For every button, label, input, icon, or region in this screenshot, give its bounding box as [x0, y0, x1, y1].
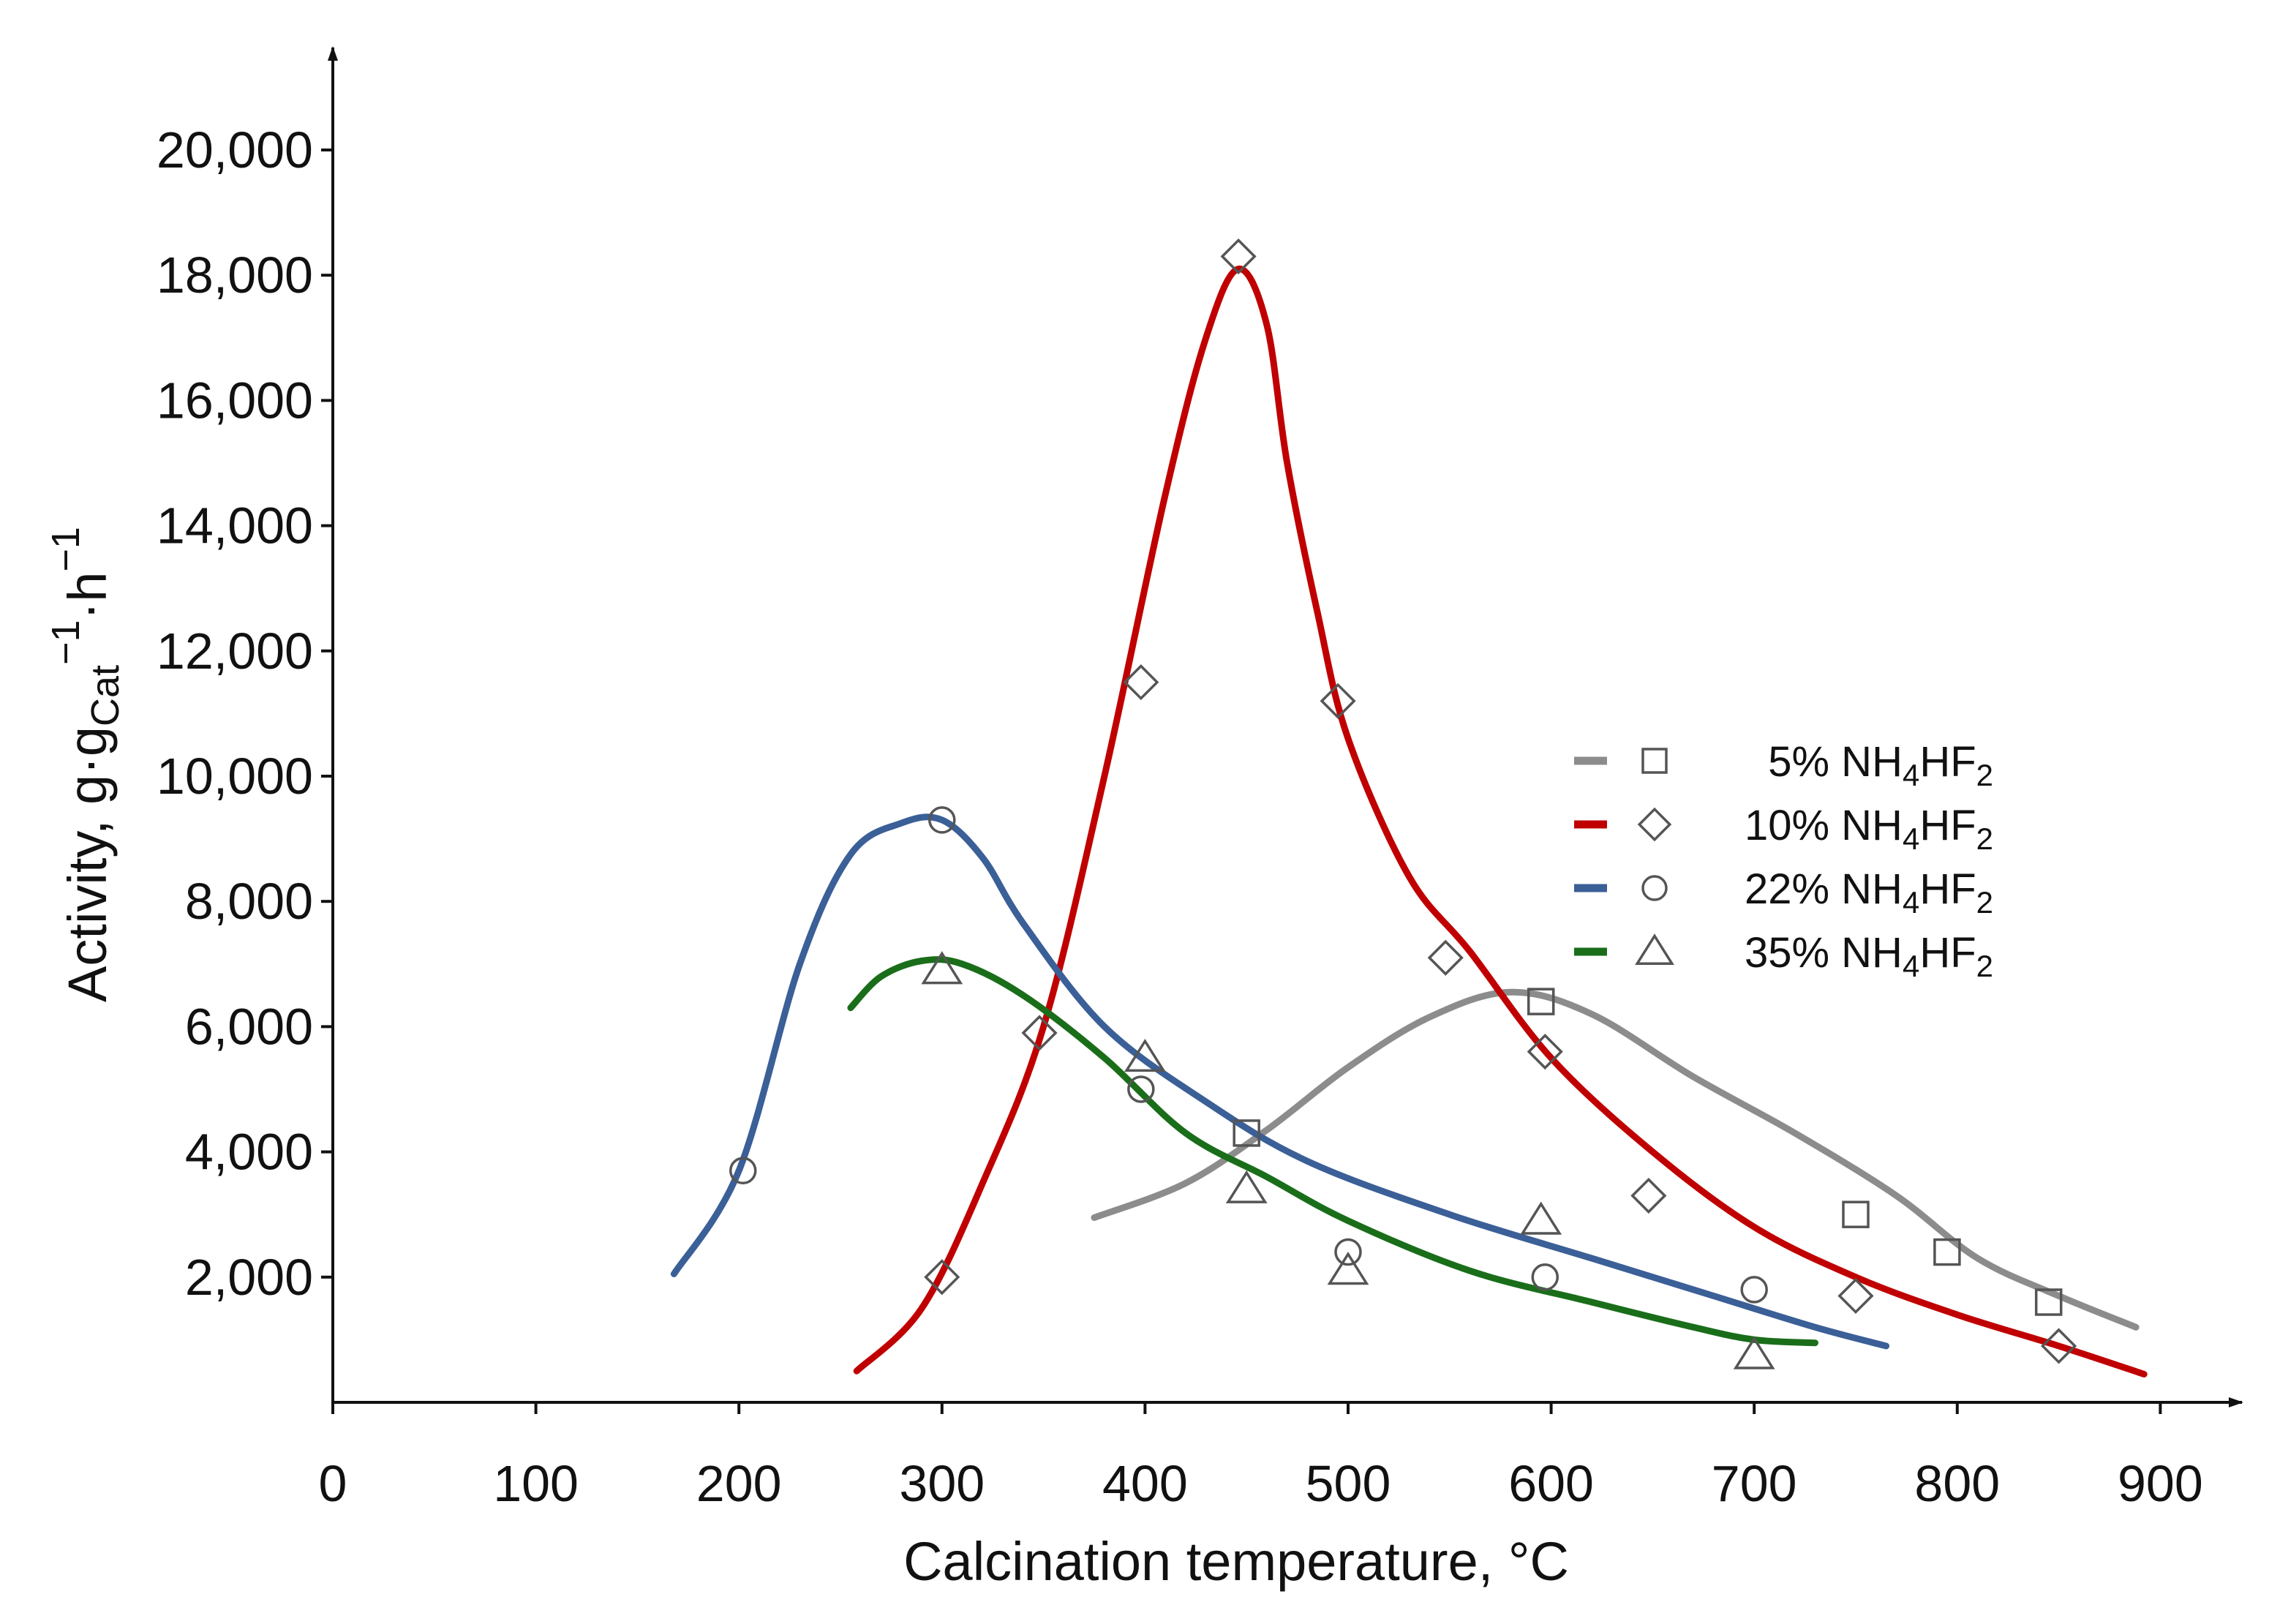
data-point-square: [2034, 1288, 2063, 1316]
y-tick-label: 6,000: [185, 998, 313, 1055]
data-point-diamond: [1123, 664, 1159, 701]
legend-entry: 35% NH4HF2: [1574, 929, 1993, 983]
data-point-triangle: [1733, 1336, 1775, 1369]
data-point-triangle: [921, 951, 963, 985]
legend-label-prefix: 22% NH: [1745, 865, 1903, 913]
x-axis-title: Calcination temperature, °C: [903, 1531, 1569, 1592]
y-tick-label: 2,000: [185, 1249, 313, 1306]
series-line-square: [1091, 988, 2140, 1331]
legend-marker-diamond: [1637, 807, 1672, 842]
y-tick-label: 16,000: [157, 372, 313, 429]
x-tick-label: 600: [1508, 1455, 1594, 1512]
data-point-diamond: [1630, 1177, 1667, 1214]
x-tick-label: 700: [1712, 1455, 1797, 1512]
legend-label-mid: HF: [1919, 929, 1976, 977]
y-axis-title-sup: −1: [44, 527, 88, 572]
legend-label: 5% NH4HF2: [1768, 738, 1993, 792]
data-point-diamond: [2041, 1328, 2077, 1364]
x-tick-label: 100: [493, 1455, 579, 1512]
x-tick-label: 800: [1914, 1455, 2000, 1512]
y-tick-label: 14,000: [157, 497, 313, 555]
y-tick-label: 12,000: [157, 623, 313, 680]
data-point-circle: [1531, 1263, 1559, 1291]
data-point-circle: [1127, 1075, 1155, 1103]
data-point-circle: [928, 806, 956, 834]
legend-label-prefix: 10% NH: [1745, 802, 1903, 849]
legend-label-sub: 2: [1976, 758, 1993, 792]
y-axis-title-mid: ·h: [57, 572, 118, 620]
legend-label-prefix: 35% NH: [1745, 929, 1903, 977]
data-point-diamond: [1320, 683, 1356, 719]
data-point-square: [1527, 988, 1555, 1015]
data-point-triangle: [1520, 1201, 1562, 1235]
legend-entry: 5% NH4HF2: [1574, 738, 1993, 792]
legend-label-sub: 4: [1903, 885, 1919, 920]
legend-label-mid: HF: [1919, 738, 1976, 786]
legend-marker-circle: [1641, 875, 1668, 901]
x-tick-label: 200: [696, 1455, 782, 1512]
data-point-circle: [1334, 1238, 1362, 1266]
data-point-diamond: [1220, 238, 1257, 275]
data-point-diamond: [1021, 1015, 1058, 1051]
legend-label-mid: HF: [1919, 865, 1976, 913]
markers-layer: [729, 238, 2077, 1369]
legend-label-sub: 4: [1903, 758, 1919, 792]
legend-label-sub: 2: [1976, 949, 1993, 983]
x-tick-label: 900: [2118, 1455, 2203, 1512]
data-point-triangle: [1124, 1038, 1166, 1072]
y-axis-title-prefix: Activity, g·g: [57, 726, 118, 1002]
x-tick-label: 300: [899, 1455, 985, 1512]
data-point-triangle: [1327, 1252, 1369, 1285]
legend-label: 22% NH4HF2: [1745, 865, 1993, 920]
legend-label-sub: 4: [1903, 822, 1919, 856]
legend-label-mid: HF: [1919, 802, 1976, 849]
x-tick-label: 500: [1306, 1455, 1391, 1512]
legend-marker-triangle: [1635, 933, 1674, 965]
legend-label-prefix: 5% NH: [1768, 738, 1903, 786]
legend-label: 35% NH4HF2: [1745, 929, 1993, 983]
legend-marker-square: [1641, 748, 1668, 774]
data-point-square: [1842, 1200, 1870, 1228]
data-point-circle: [1740, 1276, 1768, 1304]
y-tick-label: 20,000: [157, 121, 313, 178]
curves-layer: [670, 266, 2148, 1377]
data-point-diamond: [1527, 1034, 1563, 1070]
legend-entry: 22% NH4HF2: [1574, 865, 1993, 920]
legend-label-sub: 2: [1976, 885, 1993, 920]
legend-label: 10% NH4HF2: [1745, 802, 1993, 856]
x-tick-label: 0: [319, 1455, 347, 1512]
legend-label-sub: 2: [1976, 822, 1993, 856]
series-line-circle: [670, 813, 1890, 1350]
data-point-square: [1933, 1238, 1961, 1266]
series-line-triangle: [847, 956, 1818, 1347]
y-tick-label: 4,000: [185, 1124, 313, 1181]
data-point-triangle: [1225, 1170, 1268, 1203]
x-tick-label: 400: [1102, 1455, 1188, 1512]
y-tick-label: 8,000: [185, 873, 313, 930]
y-tick-label: 18,000: [157, 247, 313, 304]
y-axis-title-sub: Cat: [83, 665, 127, 726]
axes-layer: 0 100 200 300 400 500 600 700 800 900 2,000 4,000 6,…: [44, 46, 2243, 1592]
data-point-diamond: [1427, 939, 1464, 976]
y-axis-title-sup: −1: [44, 620, 88, 665]
data-point-circle: [729, 1157, 757, 1185]
series-line-diamond: [853, 266, 2148, 1377]
data-point-diamond: [1837, 1277, 1874, 1315]
legend-label-sub: 4: [1903, 949, 1919, 983]
legend-entry: 10% NH4HF2: [1574, 802, 1993, 856]
data-point-diamond: [924, 1259, 960, 1296]
y-axis-title: Activity, g·gCat−1·h−1: [44, 527, 127, 1002]
data-point-square: [1233, 1119, 1260, 1147]
y-tick-label: 10,000: [157, 748, 313, 805]
